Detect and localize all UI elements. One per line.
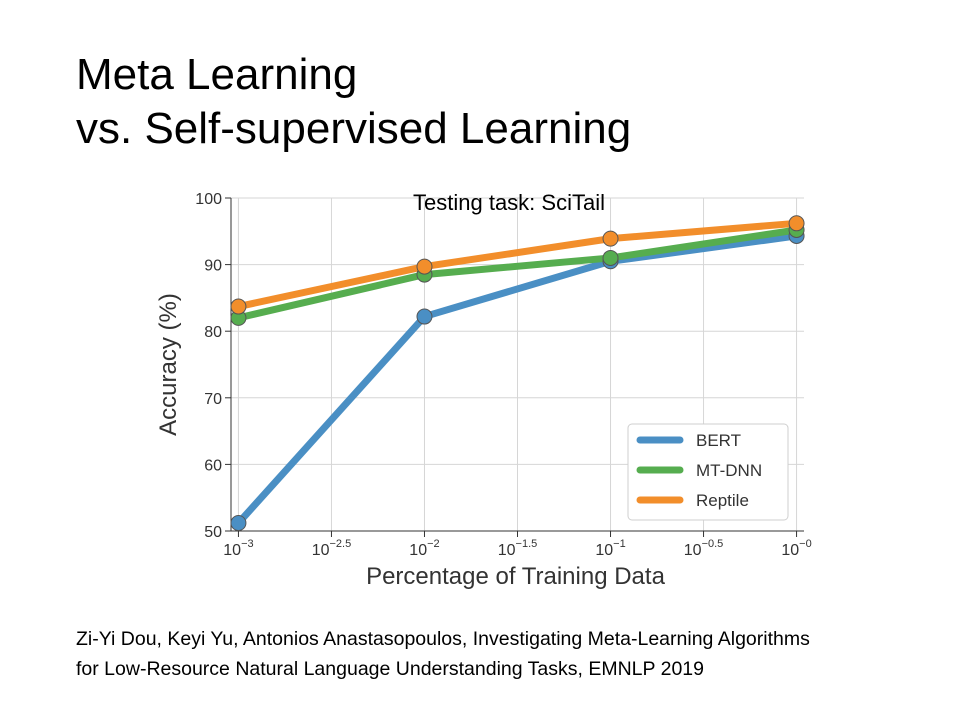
legend: BERT MT-DNN Reptile: [627, 423, 789, 521]
legend-label-reptile: Reptile: [696, 491, 749, 510]
y-tick-label: 90: [204, 258, 222, 275]
legend-box: [627, 423, 789, 521]
y-tick-label: 80: [204, 324, 222, 341]
legend-label-bert: BERT: [696, 431, 741, 450]
x-tick-label: 10−2.5: [312, 538, 352, 559]
x-tick-label: 10−1: [595, 538, 625, 559]
data-point-reptile: [416, 258, 433, 275]
y-tick-label: 60: [204, 457, 222, 474]
x-tick-label: 10−2: [409, 538, 439, 559]
slide-title: Meta Learning vs. Self-supervised Learni…: [76, 48, 631, 156]
citation: Zi-Yi Dou, Keyi Yu, Antonios Anastasopou…: [76, 624, 810, 684]
x-tick-label: 10−1.5: [498, 538, 538, 559]
citation-line2: for Low-Resource Natural Language Unders…: [76, 658, 704, 680]
series-line-reptile: [234, 219, 801, 311]
data-point-bert: [230, 515, 247, 532]
x-tick-label: 10−0.5: [684, 538, 724, 559]
data-point-bert: [416, 308, 433, 325]
y-tick-label: 70: [204, 391, 222, 408]
data-point-reptile: [602, 230, 619, 247]
x-axis-title: Percentage of Training Data: [366, 563, 666, 590]
y-tick-label: 100: [195, 191, 222, 208]
x-tick-label: 10−0: [781, 538, 811, 559]
data-point-mt-dnn: [602, 249, 619, 266]
x-tick-label: 10−3: [223, 538, 253, 559]
legend-label-mt-dnn: MT-DNN: [696, 461, 762, 480]
y-axis-title: Accuracy (%): [155, 293, 182, 436]
data-point-reptile: [230, 298, 247, 315]
series-line-bert: [234, 232, 801, 527]
chart-title: Testing task: SciTail: [413, 190, 605, 215]
data-point-reptile: [788, 215, 805, 232]
slide-title-line2: vs. Self-supervised Learning: [76, 104, 632, 153]
citation-line1: Zi-Yi Dou, Keyi Yu, Antonios Anastasopou…: [76, 628, 810, 650]
slide-title-line1: Meta Learning: [76, 50, 358, 99]
y-tick-label: 50: [204, 524, 222, 541]
series-line-mt-dnn: [234, 226, 801, 322]
